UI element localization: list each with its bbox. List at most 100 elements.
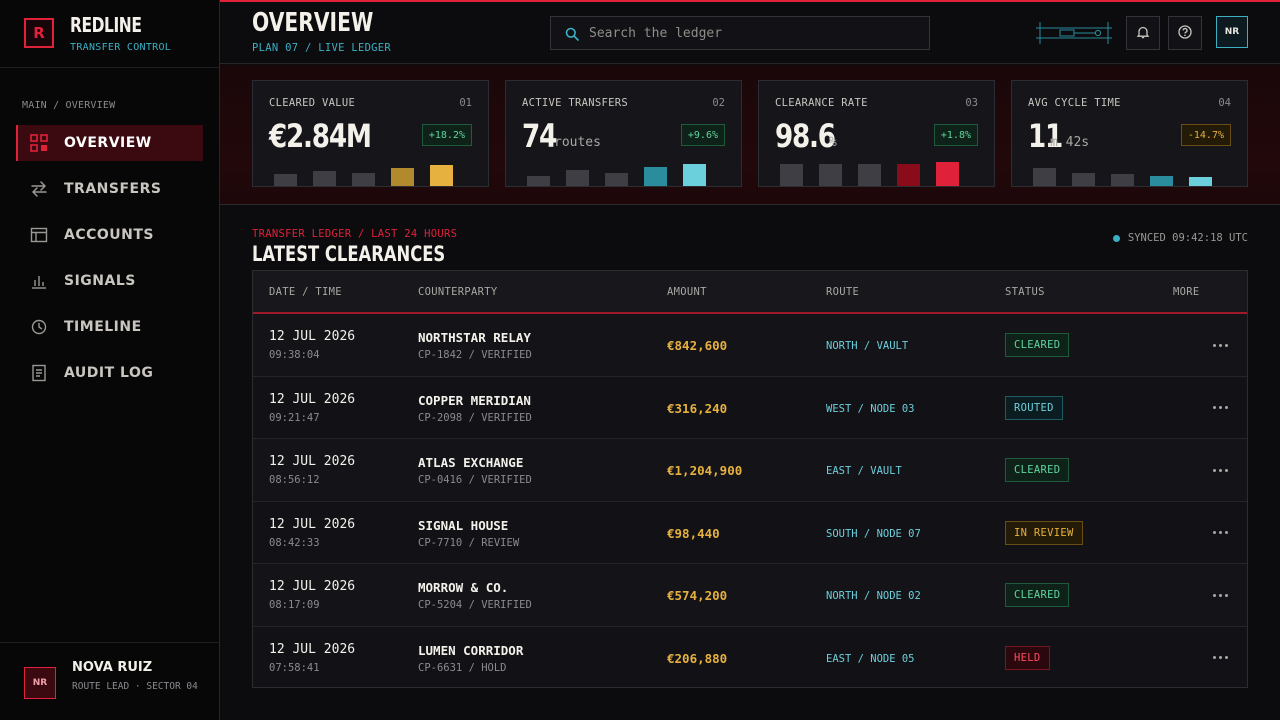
row-date: 12 JUL 2026 [269, 454, 356, 469]
sidebar-item-signals[interactable]: SIGNALS [16, 263, 203, 299]
row-counterparty[interactable]: LUMEN CORRIDOR [418, 642, 524, 658]
status-badge: CLEARED [1005, 583, 1070, 607]
kpi-index: 03 [965, 97, 978, 109]
user-role: ROUTE LEAD · SECTOR 04 [72, 681, 198, 692]
row-amount: €206,880 [667, 650, 728, 666]
sparkbar [430, 165, 453, 186]
sparkbar [352, 173, 375, 186]
table-row[interactable]: 12 JUL 2026 07:58:41 LUMEN CORRIDOR CP-6631… [253, 627, 1247, 688]
row-counterparty[interactable]: ATLAS EXCHANGE [418, 455, 524, 470]
bell-icon [1136, 24, 1150, 43]
kpi-card-clearance-rate[interactable]: CLEARANCE RATE 03 98.6 % +1.8% [758, 80, 995, 187]
row-counterparty[interactable]: NORTHSTAR RELAY [418, 330, 531, 345]
sidebar-item-overview[interactable]: OVERVIEW [16, 125, 203, 161]
status-dot-icon [1112, 234, 1120, 242]
column-header-counterparty[interactable]: COUNTERPARTY [418, 286, 498, 298]
more-options-icon[interactable] [1211, 588, 1229, 602]
row-counterparty[interactable]: SIGNAL HOUSE [418, 517, 509, 533]
avatar[interactable]: NR [1216, 16, 1248, 48]
row-counterparty[interactable]: MORROW & CO. [418, 580, 509, 595]
avatar[interactable]: NR [24, 667, 56, 699]
row-time: 09:38:04 [269, 349, 320, 361]
search-box[interactable] [550, 16, 930, 50]
kpi-value: 74 [522, 117, 557, 155]
kpi-label: CLEARED VALUE [269, 97, 356, 109]
row-amount: €574,200 [667, 588, 728, 603]
row-time: 08:56:12 [269, 474, 320, 486]
column-header-more: MORE [1173, 286, 1200, 298]
sidebar-item-label: AUDIT LOG [64, 365, 154, 381]
row-route: EAST / VAULT [826, 465, 902, 477]
notifications-button[interactable] [1126, 16, 1160, 50]
column-header-amount[interactable]: AMOUNT [667, 286, 707, 298]
kpi-unit: m 42s [1050, 135, 1090, 150]
sparkbar-chart [527, 164, 706, 186]
kpi-value: €2.84M [269, 117, 372, 155]
top-header: OVERVIEW PLAN 07 / LIVE LEDGER NR [220, 2, 1280, 64]
sparkbar [780, 164, 803, 186]
accent-line [220, 0, 1280, 2]
row-counterparty[interactable]: COPPER MERIDIAN [418, 392, 531, 408]
search-input[interactable] [589, 25, 909, 41]
sidebar-item-label: ACCOUNTS [64, 227, 155, 243]
more-options-icon[interactable] [1211, 526, 1229, 540]
kpi-index: 04 [1218, 97, 1231, 109]
sidebar-item-audit-log[interactable]: AUDIT LOG [16, 355, 203, 391]
row-counterparty-id: CP-0416 / VERIFIED [418, 474, 532, 486]
swap-arrows-icon [30, 180, 48, 198]
sidebar-item-label: OVERVIEW [64, 135, 152, 151]
table-row[interactable]: 12 JUL 2026 09:21:47 COPPER MERIDIAN CP-209… [253, 377, 1247, 439]
row-counterparty-id: CP-5204 / VERIFIED [418, 599, 532, 611]
kpi-value: 11 [1028, 117, 1063, 155]
ledger-kicker: TRANSFER LEDGER / LAST 24 HOURS [252, 228, 458, 240]
more-options-icon[interactable] [1211, 338, 1229, 352]
sparkbar [566, 170, 589, 186]
kpi-index: 01 [459, 97, 472, 109]
row-amount: €98,440 [667, 525, 720, 541]
table-row[interactable]: 12 JUL 2026 08:17:09 MORROW & CO. CP-5204 /… [253, 564, 1247, 627]
sparkbar [858, 164, 881, 186]
table-row[interactable]: 12 JUL 2026 08:42:33 SIGNAL HOUSE CP-7710 /… [253, 502, 1247, 564]
column-header-route[interactable]: ROUTE [826, 286, 860, 298]
row-counterparty-id: CP-6631 / HOLD [418, 661, 507, 674]
sparkbar [1111, 174, 1134, 186]
table-row[interactable]: 12 JUL 2026 09:38:04 NORTHSTAR RELAY CP-184… [253, 314, 1247, 377]
sidebar-item-transfers[interactable]: TRANSFERS [16, 171, 203, 207]
table-row[interactable]: 12 JUL 2026 08:56:12 ATLAS EXCHANGE CP-0416… [253, 439, 1247, 502]
more-options-icon[interactable] [1211, 463, 1229, 477]
kpi-card-avg-cycle-time[interactable]: AVG CYCLE TIME 04 11 m 42s -14.7% [1011, 80, 1248, 187]
kpi-sparkbars [269, 156, 473, 186]
breadcrumb: MAIN / OVERVIEW [22, 100, 116, 111]
more-options-icon[interactable] [1211, 401, 1229, 415]
sidebar-item-label: TIMELINE [64, 319, 142, 335]
kpi-label: AVG CYCLE TIME [1028, 97, 1121, 109]
kpi-card-active-transfers[interactable]: ACTIVE TRANSFERS 02 74 routes +9.6% [505, 80, 742, 187]
user-name: NOVA RUIZ [72, 660, 153, 675]
sparkbar [644, 167, 667, 186]
sidebar-item-label: SIGNALS [64, 273, 136, 289]
brand-logo-icon[interactable]: R [24, 18, 54, 48]
column-header-date[interactable]: DATE / TIME [269, 286, 342, 298]
kpi-delta-badge: -14.7% [1180, 124, 1231, 146]
kpi-delta-badge: +9.6% [680, 124, 725, 146]
row-route: EAST / NODE 05 [826, 652, 915, 665]
help-button[interactable] [1168, 16, 1202, 50]
document-icon [30, 364, 48, 382]
sidebar-item-timeline[interactable]: TIMELINE [16, 309, 203, 345]
sparkbar [527, 176, 550, 186]
row-route: NORTH / NODE 02 [826, 590, 921, 602]
sidebar-item-accounts[interactable]: ACCOUNTS [16, 217, 203, 253]
row-date: 12 JUL 2026 [269, 391, 356, 407]
sparkbar [1072, 173, 1095, 186]
kpi-sparkbars [522, 156, 726, 186]
kpi-unit: % [829, 135, 837, 150]
kpi-delta-badge: +1.8% [933, 124, 978, 146]
more-options-icon[interactable] [1211, 651, 1229, 665]
kpi-card-cleared-value[interactable]: CLEARED VALUE 01 €2.84M +18.2% [252, 80, 489, 187]
row-time: 08:42:33 [269, 536, 320, 549]
kpi-label: ACTIVE TRANSFERS [522, 97, 628, 109]
column-header-status[interactable]: STATUS [1005, 286, 1045, 298]
sidebar: R REDLINE TRANSFER CONTROL MAIN / OVERVI… [0, 0, 220, 720]
sparkbar [897, 164, 920, 186]
user-profile[interactable]: NR NOVA RUIZ ROUTE LEAD · SECTOR 04 [0, 642, 219, 720]
